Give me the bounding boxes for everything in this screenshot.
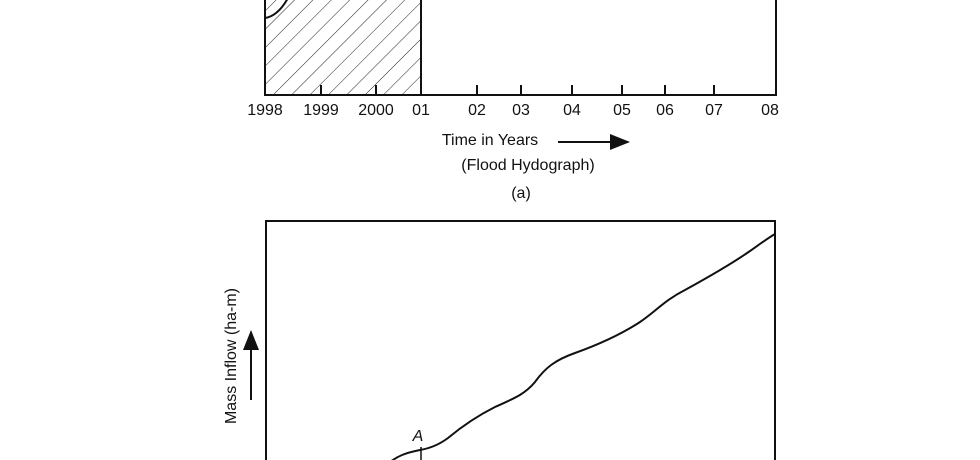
x-tick-label: 05: [613, 102, 631, 119]
x-tick-label: 01: [412, 102, 430, 119]
caption: (a): [511, 185, 531, 202]
hatched-area: [265, 0, 421, 95]
hydrograph-curve: [264, 0, 288, 19]
y-axis-label: Mass Inflow (ha-m): [223, 288, 240, 424]
mass-curve: [391, 233, 776, 460]
plot-frame: [265, 220, 776, 460]
x-tick-label: 07: [705, 102, 723, 119]
x-tick-label: 08: [761, 102, 779, 119]
x-axis: 1998 1999 2000 01 02 03 04 05 06 07 08: [247, 85, 779, 119]
x-tick-label: 1999: [303, 102, 339, 119]
annotation: A: [412, 428, 424, 445]
x-tick-label: 02: [468, 102, 486, 119]
figure-a: 1998 1999 2000 01 02 03 04 05 06 07 08 Time in Yea…: [247, 0, 779, 202]
subtitle: (Flood Hydograph): [461, 157, 594, 174]
x-tick-label: 2000: [358, 102, 394, 119]
x-tick-label: 03: [512, 102, 530, 119]
x-axis-label: Time in Years: [442, 132, 538, 149]
x-tick-label: 06: [656, 102, 674, 119]
figure-b: Mass Inflow (ha-m) A: [223, 220, 776, 460]
x-tick-label: 1998: [247, 102, 283, 119]
x-tick-label: 04: [563, 102, 581, 119]
